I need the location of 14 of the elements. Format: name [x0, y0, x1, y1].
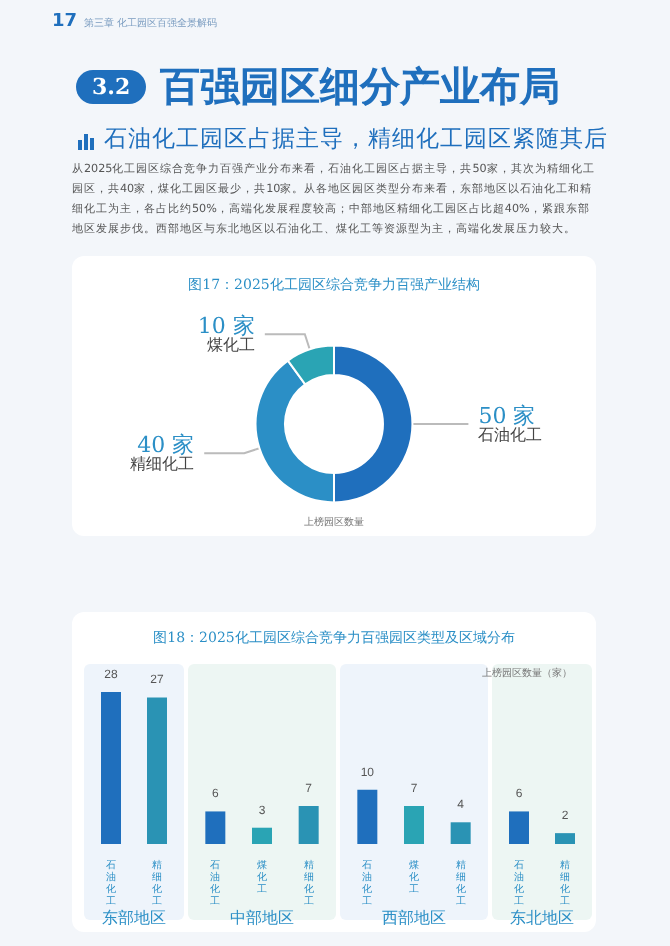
data-label: 50 家 — [478, 403, 536, 429]
x-axis-title: 东部地区 — [102, 908, 166, 927]
data-label: 40 家 — [137, 432, 195, 459]
data-label: 10 家 — [197, 313, 255, 340]
text: 石油化工园区占据主导，精细化工园区紧随其后 — [104, 124, 608, 154]
slice-label: 精细化工 — [130, 455, 195, 474]
x-axis-title: 中部地区 — [229, 908, 294, 927]
text: 3.2 — [76, 70, 147, 104]
text: 百强园区细分产业布局 — [160, 60, 560, 114]
slice-label: 石油化工 — [478, 426, 543, 444]
slice-label: 煤化工 — [206, 336, 255, 355]
x-axis-title: 西部地区 — [382, 908, 446, 927]
x-axis-title: 东北地区 — [510, 908, 575, 927]
text: 17 — [52, 12, 78, 32]
